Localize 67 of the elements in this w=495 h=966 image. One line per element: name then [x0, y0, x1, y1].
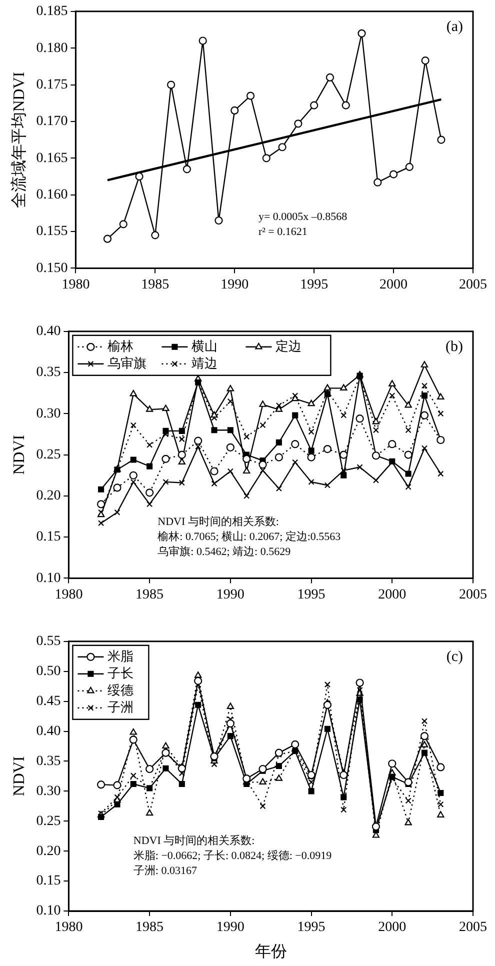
x-tick-label: 2000	[380, 277, 408, 292]
x-tick-label: 2000	[378, 587, 406, 602]
annotation: y= 0.0005x –0.8568	[258, 211, 348, 224]
x-tick-label: 2005	[459, 920, 487, 936]
y-tick-label: 0.150	[36, 260, 68, 276]
legend-label: 靖边	[192, 356, 218, 372]
y-tick-label: 0.10	[36, 570, 61, 586]
legend-label: 横山	[192, 339, 218, 354]
x-tick-label: 2005	[459, 277, 487, 292]
y-tick-label: 0.15	[36, 530, 61, 545]
x-tick-label: 1985	[136, 920, 164, 936]
y-axis-title: 全流域年平均NDVI	[10, 72, 28, 208]
x-tick-label: 1995	[297, 587, 326, 602]
y-tick-label: 0.25	[36, 447, 61, 462]
legend-label: 子长	[108, 666, 134, 682]
legend-label: 乌审旗	[108, 355, 147, 372]
annotation: (c)	[446, 648, 463, 665]
legend-label: 绥德	[108, 683, 134, 698]
y-tick-label: 0.155	[36, 224, 68, 240]
y-tick-label: 0.160	[36, 188, 68, 202]
x-tick-label: 1980	[62, 277, 90, 292]
y-tick-label: 0.35	[36, 365, 61, 380]
x-tick-label: 1990	[216, 920, 244, 936]
x-tick-label: 2005	[459, 587, 487, 602]
x-tick-label: 1985	[136, 587, 164, 602]
x-tick-label: 1995	[297, 920, 326, 936]
y-tick-label: 0.50	[36, 664, 61, 680]
y-tick-label: 0.15	[36, 874, 61, 889]
annotation: (a)	[446, 18, 463, 35]
y-tick-label: 0.30	[36, 784, 61, 799]
x-tick-label: 1985	[141, 277, 170, 292]
y-tick-label: 0.25	[36, 814, 61, 829]
annotation: 米脂: −0.0662; 子长: 0.0824; 绥德: −0.0919	[133, 848, 332, 862]
legend-label: 榆林	[108, 339, 134, 354]
y-tick-label: 0.45	[36, 694, 61, 709]
y-tick-label: 0.175	[36, 77, 68, 92]
y-tick-label: 0.10	[36, 904, 61, 919]
annotation: 乌审旗: 0.5462; 靖边: 0.5629	[158, 544, 292, 558]
y-tick-label: 0.20	[36, 488, 61, 504]
y-tick-label: 0.185	[36, 4, 68, 20]
annotation: 子洲: 0.03167	[133, 864, 198, 877]
y-tick-label: 0.35	[36, 754, 61, 769]
annotation: 榆林: 0.7065; 横山: 0.2067; 定边:0.5563	[158, 530, 342, 543]
y-axis-title: NDVI	[10, 434, 28, 475]
y-tick-label: 0.20	[36, 844, 61, 859]
y-tick-label: 0.170	[36, 114, 68, 130]
y-axis-title: NDVI	[10, 756, 28, 796]
annotation: r² = 0.1621	[258, 226, 308, 238]
y-tick-label: 0.30	[36, 406, 61, 422]
y-tick-label: 0.55	[36, 634, 61, 650]
x-tick-label: 1980	[54, 587, 83, 602]
x-tick-label: 1995	[300, 277, 328, 292]
y-tick-label: 0.40	[36, 324, 61, 340]
annotation: NDVI 与时间的相关系数:	[158, 514, 279, 528]
x-tick-label: 2000	[378, 920, 406, 936]
x-tick-label: 1990	[220, 277, 249, 292]
y-tick-label: 0.40	[36, 724, 61, 739]
annotation: (b)	[446, 338, 463, 355]
legend-label: 子洲	[108, 700, 134, 716]
y-tick-label: 0.180	[36, 40, 68, 56]
x-tick-label: 1980	[54, 920, 83, 936]
x-tick-label: 1990	[216, 587, 244, 602]
y-tick-label: 0.165	[36, 150, 68, 166]
x-axis-title: 年份	[254, 944, 287, 961]
legend-label: 定边	[276, 339, 302, 354]
legend-label: 米脂	[108, 649, 134, 664]
annotation: NDVI 与时间的相关系数:	[133, 834, 255, 847]
